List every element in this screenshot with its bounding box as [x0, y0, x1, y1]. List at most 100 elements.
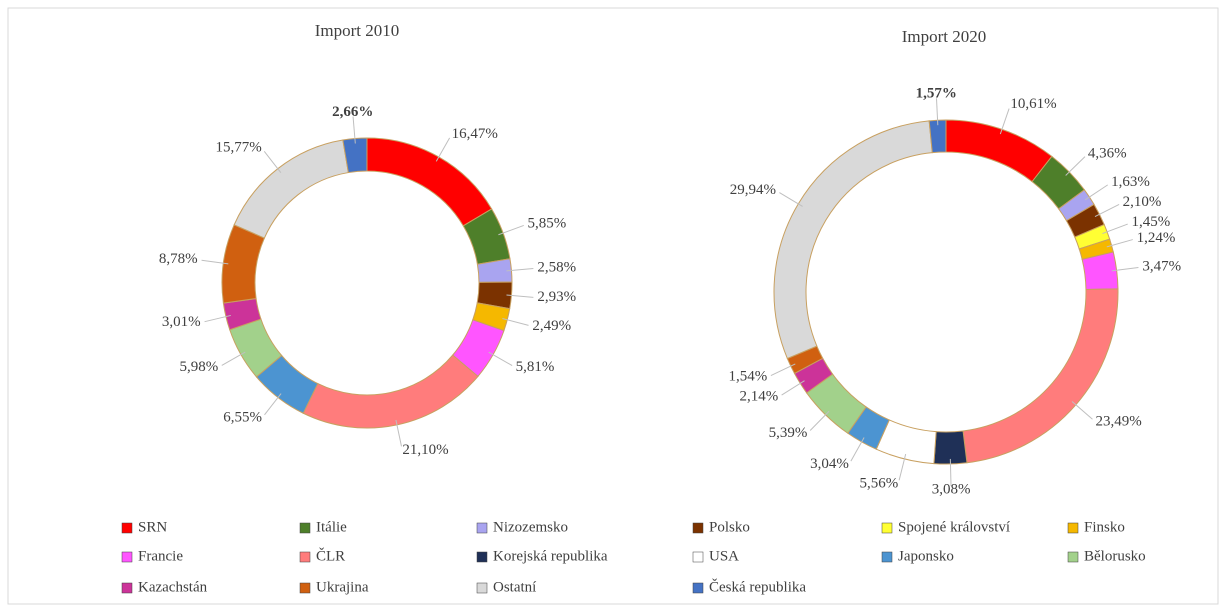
data-label: 29,94%: [730, 182, 776, 198]
legend-swatch: [299, 522, 311, 534]
legend-label: Nizozemsko: [493, 519, 568, 535]
data-label: 3,08%: [932, 481, 971, 497]
leader-line: [502, 318, 529, 326]
data-label: 2,10%: [1123, 194, 1162, 210]
data-label: 1,45%: [1131, 214, 1170, 230]
data-label: 5,98%: [180, 359, 219, 375]
data-label: 1,57%: [916, 86, 957, 102]
legend-swatch: [692, 582, 704, 594]
legend-swatch: [121, 551, 133, 563]
leader-line: [395, 419, 402, 447]
legend-swatch: [121, 522, 133, 534]
leader-line: [781, 380, 805, 396]
legend-swatch: [692, 551, 704, 563]
legend-label: Itálie: [316, 519, 347, 535]
data-label: 2,58%: [537, 260, 576, 276]
leader-line: [809, 410, 830, 431]
donut-slice: [962, 288, 1119, 464]
legend-swatch: [476, 551, 488, 563]
legend-label: Česká republika: [709, 578, 806, 595]
leader-line: [898, 453, 907, 481]
leader-line: [498, 224, 524, 236]
leader-line: [506, 267, 534, 272]
donut-slice: [773, 120, 933, 360]
donut-slice: [221, 224, 266, 304]
leader-line: [770, 363, 796, 376]
leader-line: [949, 458, 952, 486]
leader-line: [1106, 239, 1133, 248]
leader-line: [1111, 267, 1139, 272]
chart-frame: [7, 7, 1219, 605]
data-label: 5,85%: [528, 215, 567, 231]
legend-swatch: [476, 522, 488, 534]
leader-line: [352, 116, 356, 144]
legend-label: Ostatní: [493, 579, 536, 595]
leader-line: [1102, 223, 1128, 235]
legend-label: SRN: [138, 519, 167, 535]
legend-label: Finsko: [1084, 519, 1125, 535]
leader-line: [506, 294, 534, 298]
leader-line: [201, 259, 229, 265]
legend-label: Japonsko: [898, 548, 954, 564]
legend-label: ČLR: [316, 547, 345, 564]
legend-swatch: [121, 582, 133, 594]
legend-label: USA: [709, 548, 739, 564]
data-label: 5,81%: [516, 359, 555, 375]
donut-slice: [342, 137, 368, 174]
leader-line: [999, 108, 1010, 135]
legend-swatch: [881, 551, 893, 563]
data-label: 1,24%: [1137, 230, 1176, 246]
leader-line: [1071, 401, 1093, 420]
leader-line: [1065, 156, 1086, 176]
leader-line: [1094, 203, 1120, 218]
data-label: 23,49%: [1095, 413, 1141, 429]
data-label: 8,78%: [159, 251, 198, 267]
legend-label: Ukrajina: [316, 579, 369, 595]
data-label: 5,56%: [859, 476, 898, 492]
data-label: 6,55%: [223, 409, 262, 425]
donut-slice: [366, 137, 493, 227]
legend-swatch: [299, 551, 311, 563]
data-label: 3,04%: [810, 456, 849, 472]
data-label: 21,10%: [402, 442, 448, 458]
leader-line: [221, 351, 246, 366]
data-label: 1,63%: [1111, 174, 1150, 190]
leader-line: [779, 192, 803, 207]
chart-title: Import 2010: [315, 21, 400, 40]
data-label: 16,47%: [452, 126, 498, 142]
legend-swatch: [1067, 551, 1079, 563]
data-label: 2,66%: [332, 104, 373, 120]
data-label: 1,54%: [729, 369, 768, 385]
data-label: 3,01%: [162, 314, 201, 330]
data-label: 5,39%: [769, 425, 808, 441]
legend-swatch: [881, 522, 893, 534]
leader-line: [935, 98, 939, 126]
data-label: 3,47%: [1142, 258, 1181, 274]
legend-label: Kazachstán: [138, 579, 208, 595]
legend-swatch: [1067, 522, 1079, 534]
legend-label: Spojené království: [898, 519, 1010, 535]
data-label: 4,36%: [1088, 145, 1127, 161]
legend-swatch: [299, 582, 311, 594]
donut-slice: [302, 354, 479, 429]
leader-line: [263, 151, 282, 173]
leader-line: [264, 393, 282, 416]
leader-line: [435, 137, 451, 162]
legend-label: Bělorusko: [1084, 548, 1146, 564]
data-label: 2,93%: [537, 289, 576, 305]
legend-swatch: [476, 582, 488, 594]
data-label: 10,61%: [1010, 96, 1056, 112]
legend-label: Korejská republika: [493, 548, 608, 564]
data-label: 2,49%: [532, 318, 571, 334]
leader-line: [850, 437, 865, 462]
data-label: 15,77%: [216, 140, 262, 156]
legend-label: Polsko: [709, 519, 750, 535]
donut-slice: [928, 119, 947, 154]
donut-slice: [945, 119, 1053, 183]
chart-title: Import 2020: [902, 27, 987, 46]
leader-line: [488, 351, 513, 367]
legend-label: Francie: [138, 548, 183, 564]
leader-line: [1084, 184, 1109, 201]
data-label: 2,14%: [739, 389, 778, 405]
